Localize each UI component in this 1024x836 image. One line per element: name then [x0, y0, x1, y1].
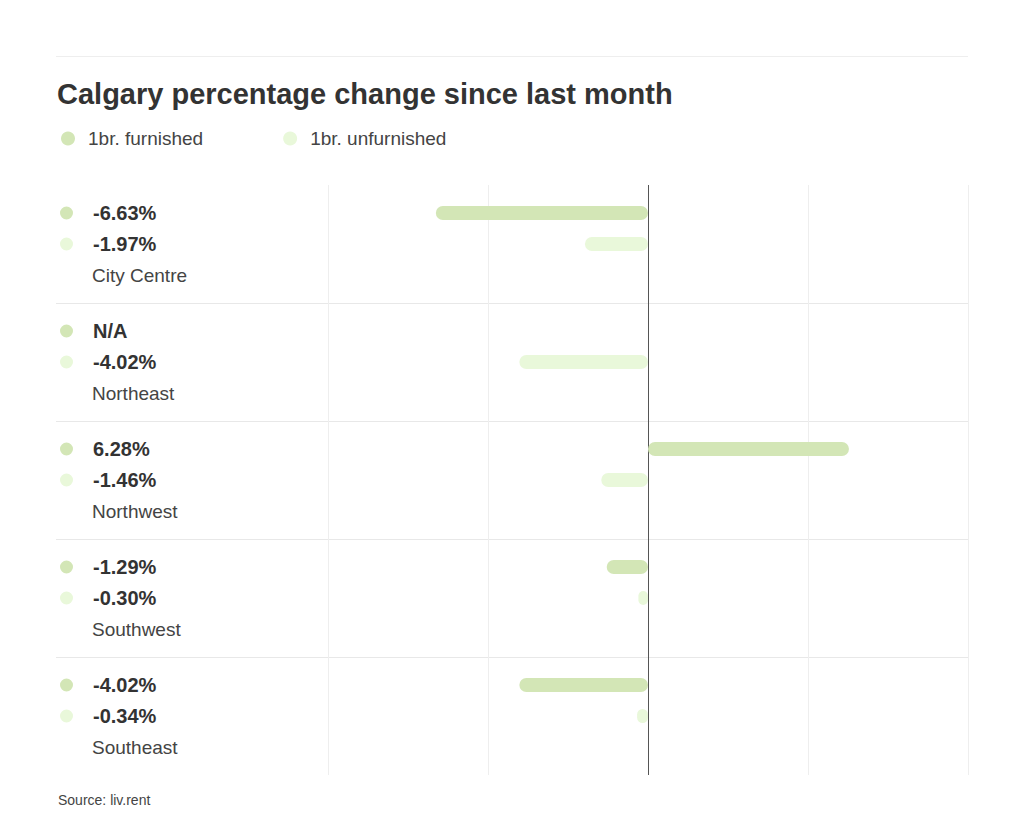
svg-text:City Centre: City Centre	[92, 265, 187, 286]
svg-text:Source: liv.rent: Source: liv.rent	[58, 792, 150, 808]
svg-text:-1.46%: -1.46%	[93, 469, 157, 491]
svg-text:-0.34%: -0.34%	[93, 705, 157, 727]
svg-text:-0.30%: -0.30%	[93, 587, 157, 609]
svg-text:Northwest: Northwest	[92, 501, 178, 522]
svg-text:Southeast: Southeast	[92, 737, 178, 758]
svg-text:-1.97%: -1.97%	[93, 233, 157, 255]
svg-text:Northeast: Northeast	[92, 383, 175, 404]
svg-text:6.28%: 6.28%	[93, 438, 150, 460]
svg-text:1br. furnished: 1br. furnished	[88, 128, 203, 149]
svg-text:1br. unfurnished: 1br. unfurnished	[310, 128, 446, 149]
svg-text:Calgary percentage change sinc: Calgary percentage change since last mon…	[57, 78, 673, 110]
svg-text:-4.02%: -4.02%	[93, 674, 157, 696]
svg-text:-6.63%: -6.63%	[93, 202, 157, 224]
svg-text:Southwest: Southwest	[92, 619, 181, 640]
svg-text:-1.29%: -1.29%	[93, 556, 157, 578]
svg-text:-4.02%: -4.02%	[93, 351, 157, 373]
svg-text:N/A: N/A	[93, 320, 127, 342]
